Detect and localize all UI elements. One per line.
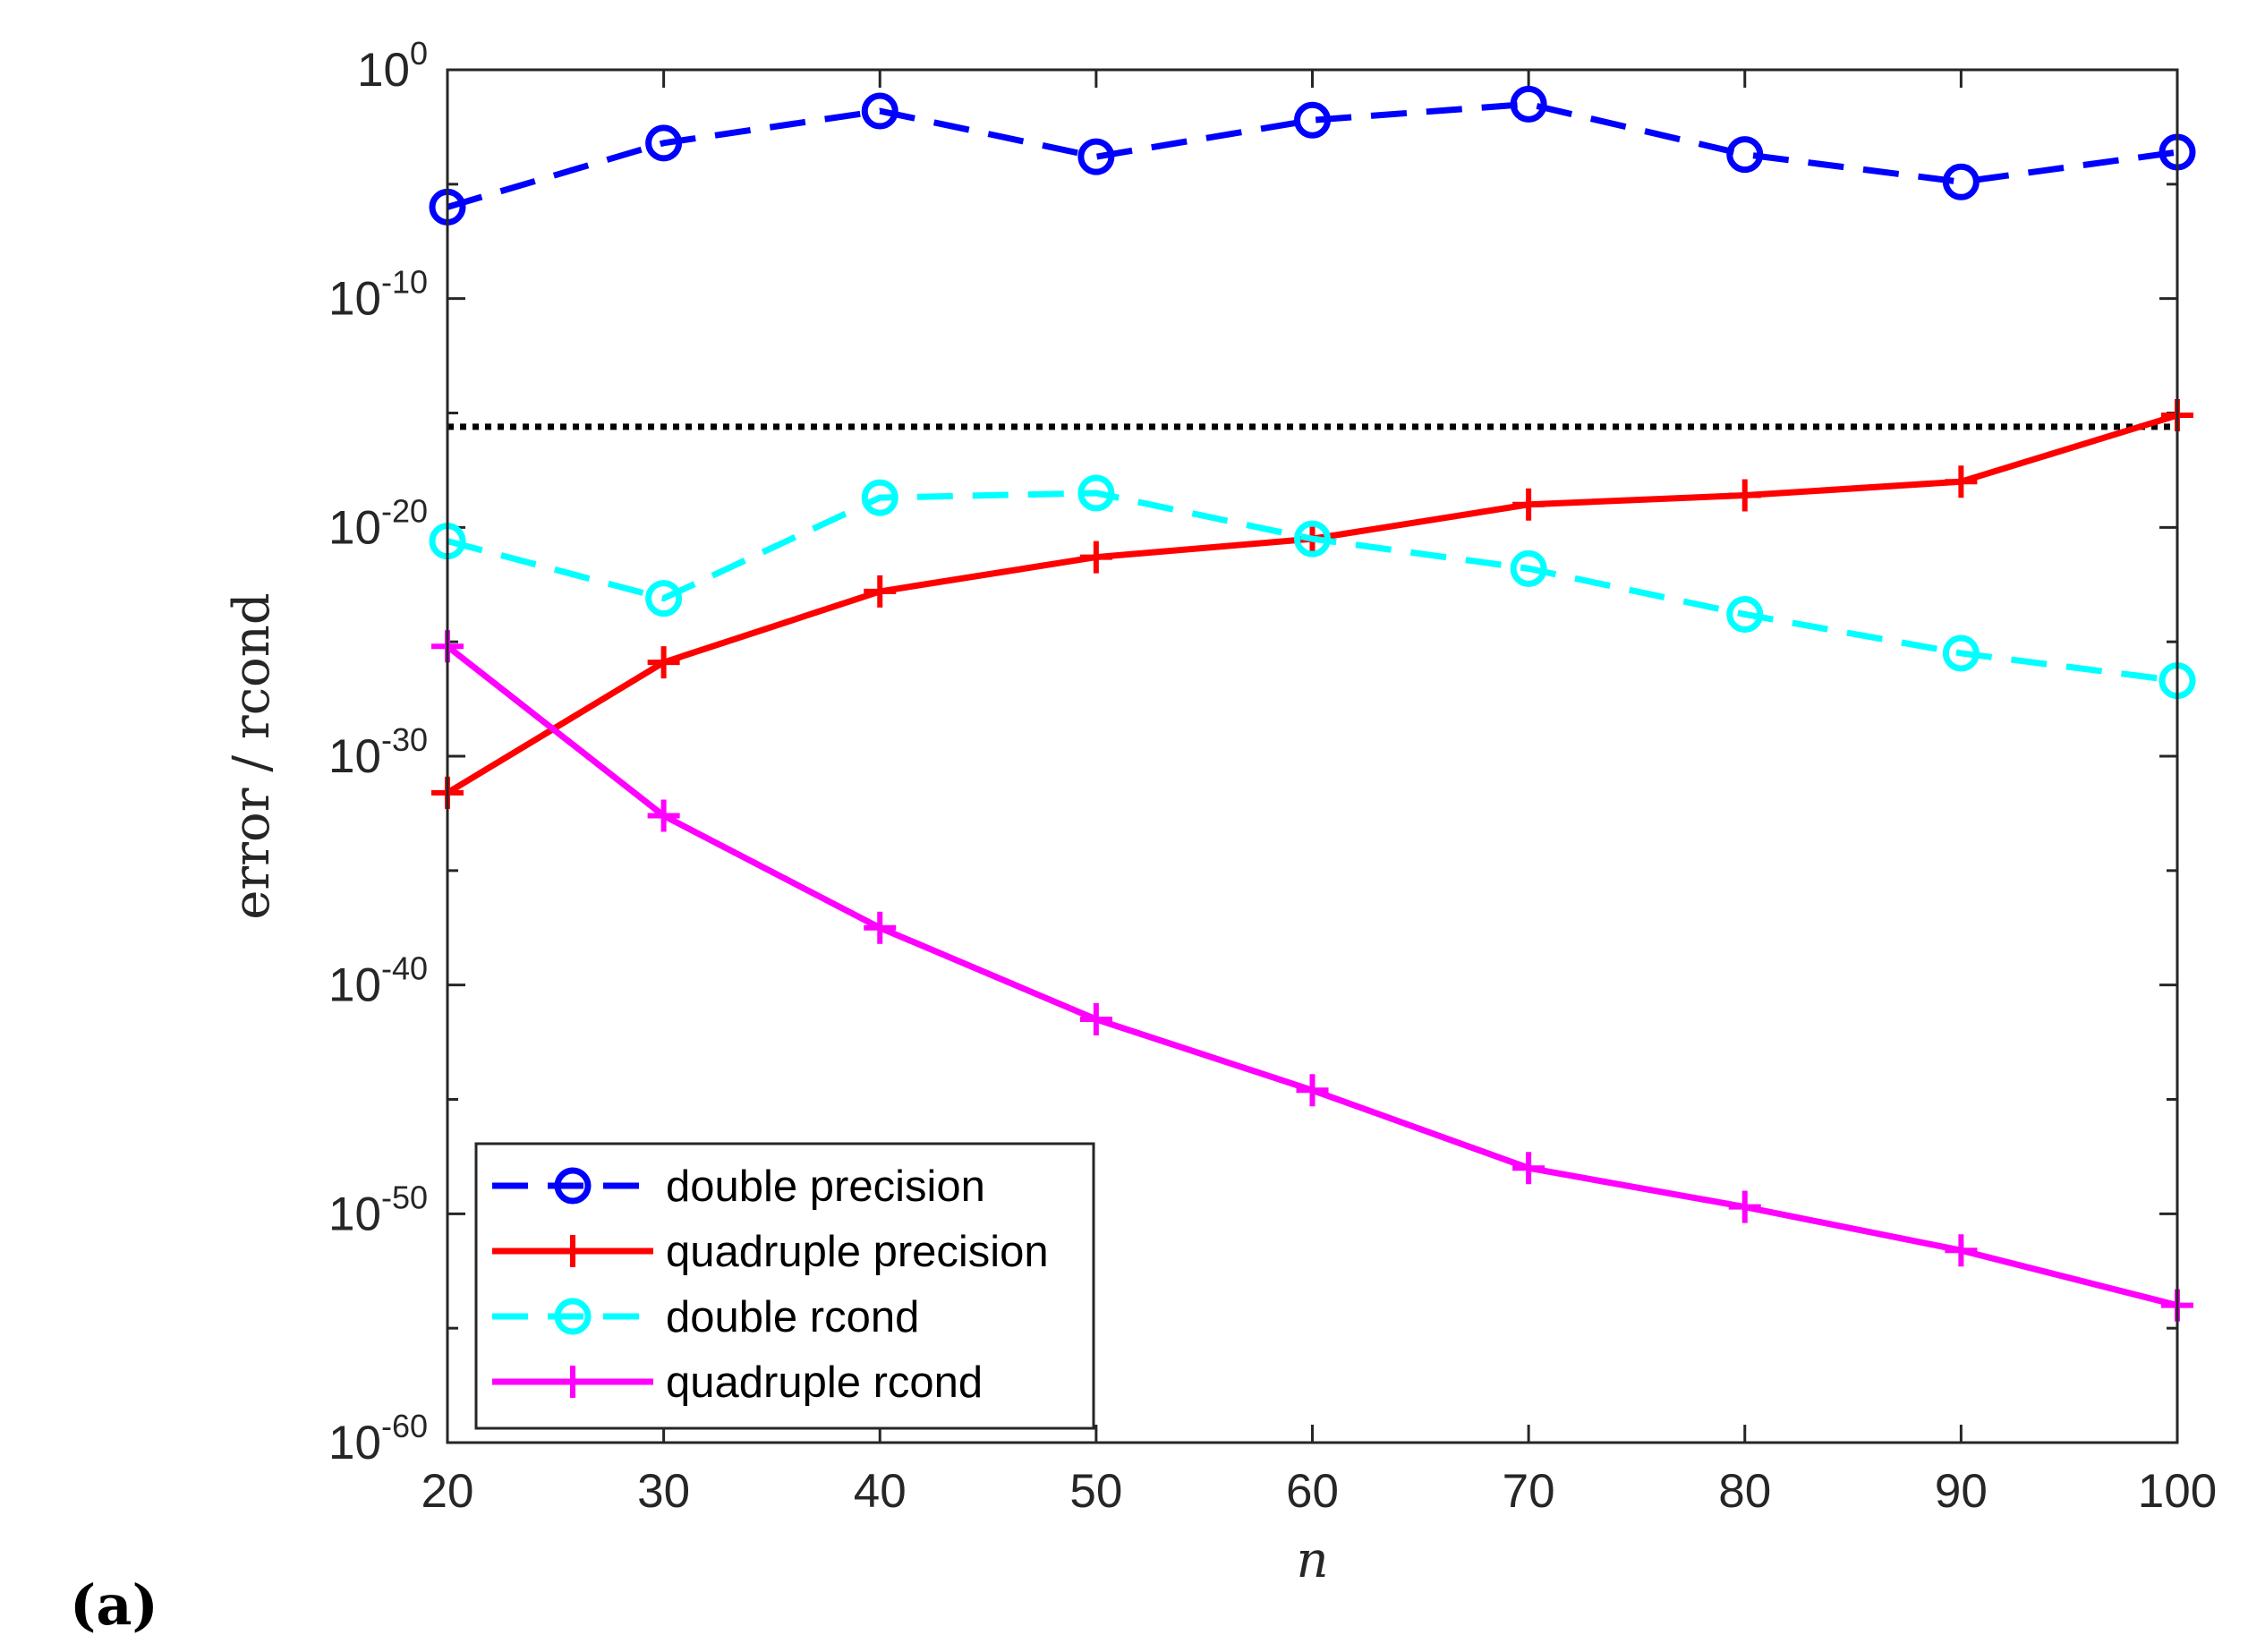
legend-marker-double-precision <box>554 1167 592 1205</box>
x-tick-label: 80 <box>1718 1465 1771 1518</box>
x-tick-label: 20 <box>421 1465 474 1518</box>
data-point-double-rcond <box>1510 549 1547 587</box>
x-tick-label: 100 <box>2138 1465 2217 1518</box>
data-point-quadruple-precision <box>1945 465 1978 498</box>
data-point-double-precision <box>1294 101 1331 139</box>
y-tick-label: 10-30 <box>328 721 428 783</box>
legend-label-double-precision: double precision <box>666 1162 985 1211</box>
data-point-double-rcond <box>861 479 898 516</box>
series-double-precision <box>429 85 2196 226</box>
data-point-double-precision <box>645 124 683 162</box>
data-point-quadruple-rcond <box>647 799 680 832</box>
x-axis-label: n <box>1296 1531 1328 1589</box>
legend-label-quadruple-precision: quadruple precision <box>666 1228 1049 1276</box>
series-layer <box>429 85 2196 1322</box>
x-tick-label: 70 <box>1503 1465 1555 1518</box>
y-tick-label: 10-60 <box>328 1408 428 1469</box>
y-axis-label: error / rcond <box>223 592 281 919</box>
x-tick-label: 30 <box>637 1465 690 1518</box>
axes-box <box>446 68 2179 1444</box>
y-tick-label: 100 <box>357 35 428 97</box>
data-point-quadruple-rcond <box>1945 1234 1978 1267</box>
legend-label-quadruple-rcond: quadruple rcond <box>666 1358 983 1407</box>
data-point-double-rcond <box>1726 595 1764 633</box>
panel-label: (a) <box>70 1572 158 1638</box>
data-point-double-precision <box>1942 163 1980 200</box>
data-point-double-rcond <box>1294 520 1331 558</box>
y-tick-label: 10-10 <box>328 264 428 326</box>
x-axis: 20 30 40 50 60 70 80 90 100 <box>421 70 2217 1518</box>
data-point-quadruple-precision <box>1512 488 1545 521</box>
data-point-quadruple-rcond <box>1512 1152 1545 1185</box>
data-point-quadruple-rcond <box>1296 1074 1329 1107</box>
x-tick-label: 40 <box>854 1465 907 1518</box>
legend-marker-double-rcond <box>554 1298 592 1335</box>
series-double-rcond <box>429 474 2196 700</box>
x-tick-label: 50 <box>1069 1465 1122 1518</box>
data-point-quadruple-precision <box>864 575 897 608</box>
x-tick-label: 90 <box>1935 1465 1988 1518</box>
data-point-double-precision <box>1077 138 1115 175</box>
data-point-double-rcond <box>1077 474 1115 512</box>
x-tick-label: 60 <box>1286 1465 1339 1518</box>
data-point-quadruple-rcond <box>864 911 897 944</box>
legend-marker-quadruple-rcond <box>557 1366 589 1398</box>
data-point-double-precision <box>861 92 898 130</box>
legend: double precision quadruple precision doubl… <box>474 1142 1095 1430</box>
data-point-quadruple-rcond <box>1728 1190 1761 1223</box>
y-tick-label: 10-50 <box>328 1179 428 1240</box>
data-point-double-precision <box>1510 85 1547 123</box>
data-point-quadruple-rcond <box>1079 1003 1112 1036</box>
series-line-double-rcond <box>447 490 2178 685</box>
y-tick-label: 10-40 <box>328 950 428 1012</box>
data-point-quadruple-precision <box>1728 479 1761 512</box>
y-tick-label: 10-20 <box>328 492 428 554</box>
data-point-double-rcond <box>1942 634 1980 672</box>
legend-label-double-rcond: double rcond <box>666 1293 919 1341</box>
data-point-double-precision <box>1726 136 1764 174</box>
series-line-double-precision <box>447 100 2178 210</box>
data-point-double-rcond <box>645 580 683 617</box>
y-axis: 100 10-10 10-20 10-30 10-40 10-50 10-60 <box>328 35 2177 1469</box>
legend-marker-quadruple-precision <box>557 1235 589 1267</box>
data-point-quadruple-precision <box>647 646 680 679</box>
data-point-quadruple-precision <box>1079 541 1112 574</box>
